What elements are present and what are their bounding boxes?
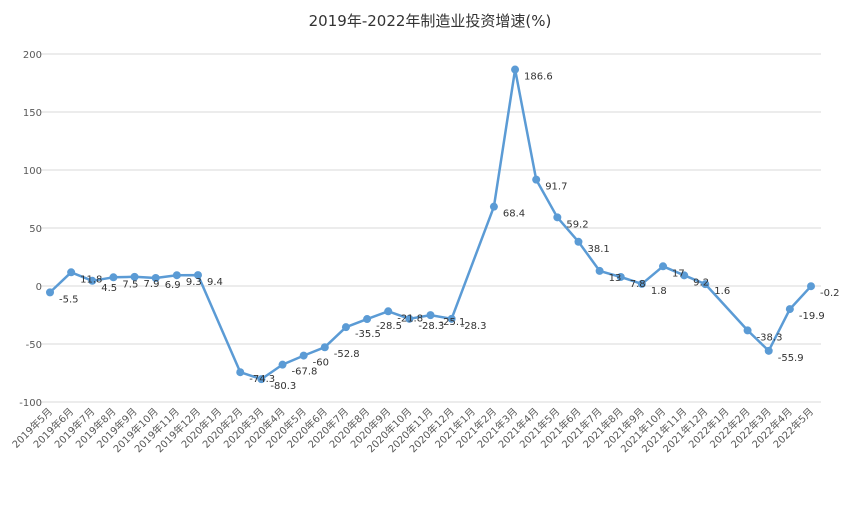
data-label: 1.6 <box>714 286 730 297</box>
data-label: 13 <box>609 273 622 284</box>
data-point <box>764 346 773 355</box>
data-label: -28.5 <box>376 321 402 332</box>
y-tick-label: 50 <box>29 224 42 235</box>
data-point <box>299 351 308 360</box>
data-label: -67.8 <box>292 367 318 378</box>
data-point <box>447 314 456 323</box>
data-point <box>489 202 498 211</box>
y-tick-label: 0 <box>36 282 42 293</box>
data-label: 7.8 <box>630 279 646 290</box>
data-label: 4.5 <box>101 283 117 294</box>
data-label: 9.4 <box>207 277 223 288</box>
data-point <box>532 175 541 184</box>
data-point <box>426 311 435 320</box>
data-label: -60 <box>313 358 329 369</box>
data-label: -52.8 <box>334 349 360 360</box>
data-point <box>88 276 97 285</box>
data-point <box>109 273 118 282</box>
data-labels: -5.511.84.5 7.5 7.9 6.9 9.3 9.4 -74.3-80.3 -67.… <box>59 72 840 393</box>
data-point <box>511 65 520 74</box>
data-point <box>236 368 245 377</box>
data-label: 186.6 <box>524 72 553 83</box>
data-label: 38.1 <box>587 244 609 255</box>
data-points <box>46 65 815 384</box>
data-point <box>405 314 414 323</box>
data-point <box>67 268 76 277</box>
data-label: -5.5 <box>59 294 79 305</box>
data-point <box>172 271 181 280</box>
data-label: -25.1 <box>440 317 466 328</box>
data-point <box>637 279 646 288</box>
y-tick-label: -50 <box>26 340 42 351</box>
data-point <box>151 273 160 282</box>
data-label: -55.9 <box>778 353 804 364</box>
data-point <box>278 360 287 369</box>
data-point <box>553 213 562 222</box>
data-point <box>341 323 350 332</box>
data-label: 17 <box>672 268 685 279</box>
data-point <box>701 280 710 289</box>
data-label: 11.8 <box>80 274 102 285</box>
data-label: -28.3 <box>461 321 487 332</box>
data-label: 9.3 <box>186 277 202 288</box>
data-point <box>785 305 794 314</box>
data-label: -21.8 <box>397 313 423 324</box>
data-point <box>257 375 266 384</box>
gridlines <box>40 53 821 403</box>
data-label: 6.9 <box>165 280 181 291</box>
data-point <box>46 288 54 297</box>
y-axis: -100 -50 0 50 100 150 200 <box>19 50 42 409</box>
data-point <box>743 326 752 335</box>
data-label: 91.7 <box>545 182 567 193</box>
data-label: -28.3 <box>418 321 444 332</box>
data-point <box>130 272 139 281</box>
data-label: -19.9 <box>799 311 825 322</box>
data-label: -74.3 <box>249 374 275 385</box>
data-label: 7.5 <box>122 279 138 290</box>
data-label: -0.2 <box>820 288 840 299</box>
data-point <box>659 262 668 271</box>
data-label: 68.4 <box>503 209 525 220</box>
data-label: 9.2 <box>693 277 709 288</box>
series-line <box>49 68 812 381</box>
data-label: -35.5 <box>355 329 381 340</box>
data-point <box>320 343 329 352</box>
data-point <box>595 266 604 275</box>
data-point <box>616 272 625 281</box>
data-point <box>680 271 689 280</box>
y-tick-label: 150 <box>23 108 42 119</box>
data-label: -38.3 <box>757 332 783 343</box>
y-tick-label: 100 <box>23 166 42 177</box>
chart-title: 2019年-2022年制造业投资增速(%) <box>309 12 552 30</box>
data-label: -80.3 <box>270 381 296 392</box>
data-label: 1.8 <box>651 286 667 297</box>
data-point <box>807 282 815 291</box>
data-point <box>363 315 372 324</box>
data-point <box>193 271 202 280</box>
x-axis: 2019年5月2019年6月2019年7月2019年8月2019年9月2019年… <box>9 405 816 455</box>
data-point <box>574 237 583 246</box>
data-label: 59.2 <box>566 219 588 230</box>
data-point <box>384 307 393 316</box>
y-tick-label: 200 <box>23 50 42 61</box>
data-label: 7.9 <box>144 279 160 290</box>
y-tick-label: -100 <box>19 398 42 409</box>
